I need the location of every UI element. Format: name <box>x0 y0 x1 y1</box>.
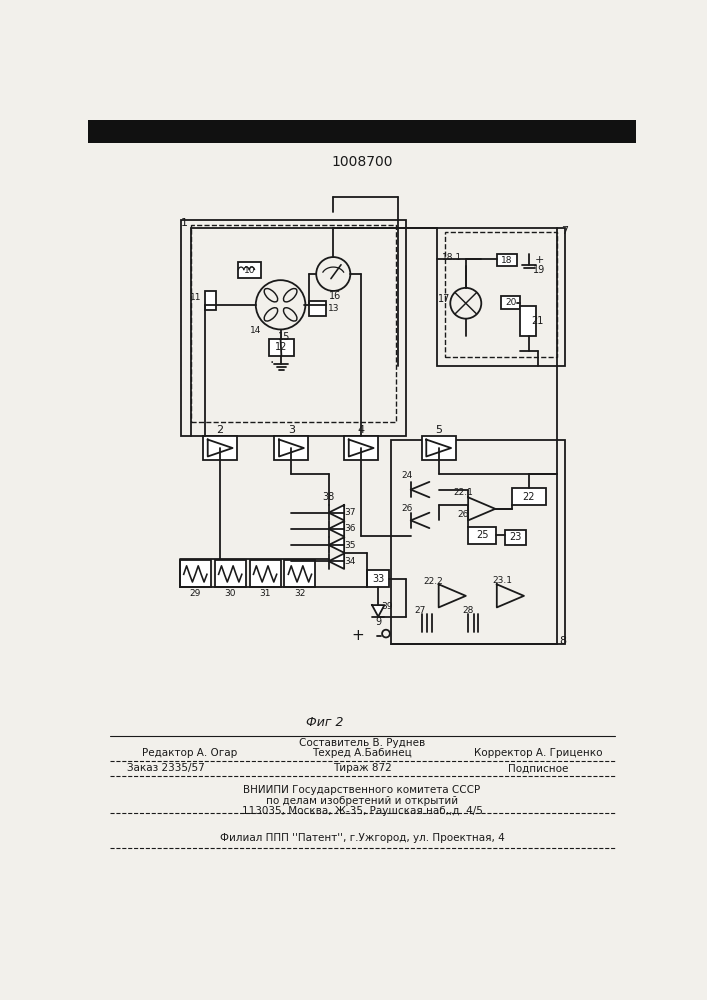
Text: 39: 39 <box>381 602 392 611</box>
Polygon shape <box>329 554 344 569</box>
Text: Подписное: Подписное <box>508 763 568 773</box>
Bar <box>468 527 496 544</box>
Bar <box>309 301 327 316</box>
Bar <box>437 228 565 366</box>
Bar <box>269 339 293 356</box>
Bar <box>88 120 636 143</box>
Polygon shape <box>329 537 344 553</box>
Text: 3: 3 <box>288 425 295 435</box>
Bar <box>204 291 216 310</box>
Text: 35: 35 <box>344 541 356 550</box>
Text: Техред А.Бабинец: Техред А.Бабинец <box>312 748 411 758</box>
Bar <box>250 560 281 587</box>
Polygon shape <box>372 605 385 617</box>
Bar <box>284 560 315 587</box>
Text: 14: 14 <box>250 326 262 335</box>
Text: 113035, Москва, Ж-35, Раушская наб,,д. 4/5: 113035, Москва, Ж-35, Раушская наб,,д. 4… <box>242 806 482 816</box>
Text: -: - <box>384 629 388 642</box>
Text: 5: 5 <box>436 425 442 435</box>
Text: 12: 12 <box>275 342 288 352</box>
Bar <box>421 436 456 460</box>
Text: 11: 11 <box>189 293 201 302</box>
Text: 21: 21 <box>532 316 544 326</box>
Bar <box>497 254 517 266</box>
Bar <box>505 530 526 545</box>
Text: 15: 15 <box>279 332 291 342</box>
Text: 23: 23 <box>509 532 522 542</box>
Text: 8: 8 <box>559 636 566 646</box>
Text: 22.1: 22.1 <box>453 488 474 497</box>
Text: Фиг 2: Фиг 2 <box>306 716 344 729</box>
Bar <box>191 225 396 422</box>
Text: +: + <box>534 255 544 265</box>
Bar <box>520 306 535 336</box>
Polygon shape <box>329 521 344 537</box>
Text: 24: 24 <box>402 471 412 480</box>
Bar <box>344 436 378 460</box>
Bar <box>445 232 557 357</box>
Text: ·: · <box>270 356 274 370</box>
Text: 31: 31 <box>259 589 271 598</box>
Text: 36: 36 <box>344 524 356 533</box>
Text: 13: 13 <box>327 304 339 313</box>
Text: 16: 16 <box>329 291 341 301</box>
Text: 32: 32 <box>294 589 305 598</box>
Text: 25: 25 <box>476 530 489 540</box>
Text: 33: 33 <box>372 574 385 584</box>
Text: Заказ 2335/57: Заказ 2335/57 <box>127 763 205 773</box>
Text: 17: 17 <box>438 294 450 304</box>
Bar <box>391 440 565 644</box>
Text: 18: 18 <box>501 256 513 265</box>
Text: 26: 26 <box>458 510 469 519</box>
Bar <box>274 436 308 460</box>
Bar <box>180 560 211 587</box>
Text: 23.1: 23.1 <box>492 576 513 585</box>
Text: Тираж 872: Тираж 872 <box>332 763 392 773</box>
Text: Филиал ППП ''Патент'', г.Ужгород, ул. Проектная, 4: Филиал ППП ''Патент'', г.Ужгород, ул. Пр… <box>220 833 504 843</box>
Text: ВНИИПИ Государственного комитета СССР: ВНИИПИ Государственного комитета СССР <box>243 785 481 795</box>
Text: 27: 27 <box>414 606 426 615</box>
Bar <box>203 436 237 460</box>
Text: 28: 28 <box>462 606 474 615</box>
Bar <box>501 296 520 309</box>
Text: +: + <box>351 628 364 643</box>
Text: 7: 7 <box>561 226 568 236</box>
Text: 38: 38 <box>322 492 334 502</box>
Text: по делам изобретений и открытий: по делам изобретений и открытий <box>266 796 458 806</box>
Text: 18.1: 18.1 <box>442 253 462 262</box>
Polygon shape <box>329 505 344 520</box>
Text: 22: 22 <box>522 492 534 502</box>
Text: 34: 34 <box>344 557 356 566</box>
Text: 37: 37 <box>344 508 356 517</box>
Text: 26: 26 <box>401 504 413 513</box>
Text: 10: 10 <box>244 266 255 275</box>
Bar <box>512 488 546 505</box>
Text: 1: 1 <box>181 218 188 228</box>
Text: 4: 4 <box>358 425 365 435</box>
Text: 1008700: 1008700 <box>331 155 392 169</box>
Text: 19: 19 <box>533 265 546 275</box>
Text: 2: 2 <box>216 425 223 435</box>
Bar <box>182 220 406 436</box>
Text: Редактор А. Огар: Редактор А. Огар <box>141 748 237 758</box>
Bar <box>215 560 246 587</box>
Bar <box>238 262 261 278</box>
Text: Составитель В. Руднев: Составитель В. Руднев <box>299 738 425 748</box>
Text: 9: 9 <box>375 617 381 627</box>
Text: 22.2: 22.2 <box>423 578 443 586</box>
Text: 29: 29 <box>189 589 201 598</box>
Text: 20: 20 <box>505 298 516 307</box>
Text: 30: 30 <box>224 589 236 598</box>
Bar <box>368 570 389 587</box>
Text: Корректор А. Гриценко: Корректор А. Гриценко <box>474 748 602 758</box>
